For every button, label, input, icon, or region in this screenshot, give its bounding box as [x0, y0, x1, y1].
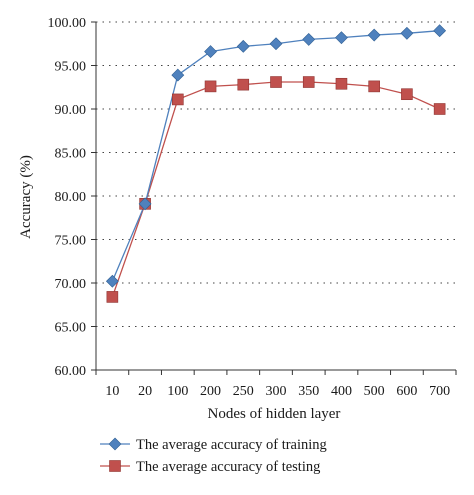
x-tick-label: 20 — [138, 384, 152, 399]
series-line — [111, 30, 440, 282]
gridlines — [96, 21, 456, 327]
testing-data-point — [433, 103, 446, 115]
testing-data-point — [302, 76, 315, 88]
testing-data-point — [172, 93, 184, 106]
testing-data-point — [270, 76, 282, 88]
legend: The average accuracy of training The aver… — [100, 437, 327, 475]
x-tick-label: 700 — [429, 384, 450, 399]
y-tick-label: 75.00 — [55, 234, 87, 249]
series-line — [111, 81, 440, 298]
training-data-point — [171, 68, 185, 82]
data-series — [105, 24, 447, 303]
y-tick-label: 65.00 — [55, 321, 87, 336]
x-tick-label: 350 — [298, 384, 319, 399]
y-tick-label: 70.00 — [55, 277, 87, 292]
legend-swatch-marker — [109, 460, 121, 472]
training-data-point — [204, 45, 217, 59]
y-tick-label: 95.00 — [55, 60, 87, 75]
y-tick-label: 60.00 — [55, 364, 87, 379]
training-data-point — [400, 26, 414, 40]
legend-label: The average accuracy of testing — [136, 459, 320, 475]
testing-data-point — [237, 78, 250, 91]
training-data-point — [335, 31, 348, 45]
x-tick-label: 400 — [331, 384, 352, 399]
y-tick-label: 100.00 — [48, 16, 87, 31]
training-data-point — [367, 28, 381, 42]
x-tick-label: 200 — [200, 384, 221, 399]
y-tick-label: 80.00 — [55, 190, 87, 205]
testing-data-point — [106, 291, 119, 303]
axes — [91, 21, 457, 375]
training-data-point — [433, 24, 447, 38]
legend-swatch-marker — [108, 437, 122, 451]
x-tick-label: 250 — [233, 384, 254, 399]
legend-label: The average accuracy of training — [136, 437, 327, 453]
testing-data-point — [204, 80, 217, 93]
x-axis-tick-labels: 10 20 100 200 250 300 350 400 500 600 700 — [105, 384, 450, 399]
x-tick-label: 10 — [105, 384, 119, 399]
testing-data-point — [335, 77, 348, 90]
testing-data-point — [401, 88, 413, 101]
x-tick-label: 600 — [396, 384, 417, 399]
y-tick-label: 85.00 — [55, 147, 87, 162]
x-axis-title: Nodes of hidden layer — [208, 406, 341, 422]
testing-data-point — [368, 80, 380, 93]
x-tick-label: 100 — [167, 384, 188, 399]
training-data-point — [269, 37, 283, 51]
training-data-point — [302, 32, 316, 46]
y-axis-tick-labels: 60.00 65.00 70.00 75.00 80.00 85.00 90.00 95.00… — [48, 16, 87, 379]
x-tick-label: 300 — [266, 384, 287, 399]
x-tick-label: 500 — [364, 384, 385, 399]
y-tick-label: 90.00 — [55, 103, 87, 118]
y-axis-title: Accuracy (%) — [18, 155, 34, 239]
training-data-point — [138, 197, 152, 211]
training-data-point — [236, 39, 250, 53]
training-data-point — [105, 274, 119, 288]
